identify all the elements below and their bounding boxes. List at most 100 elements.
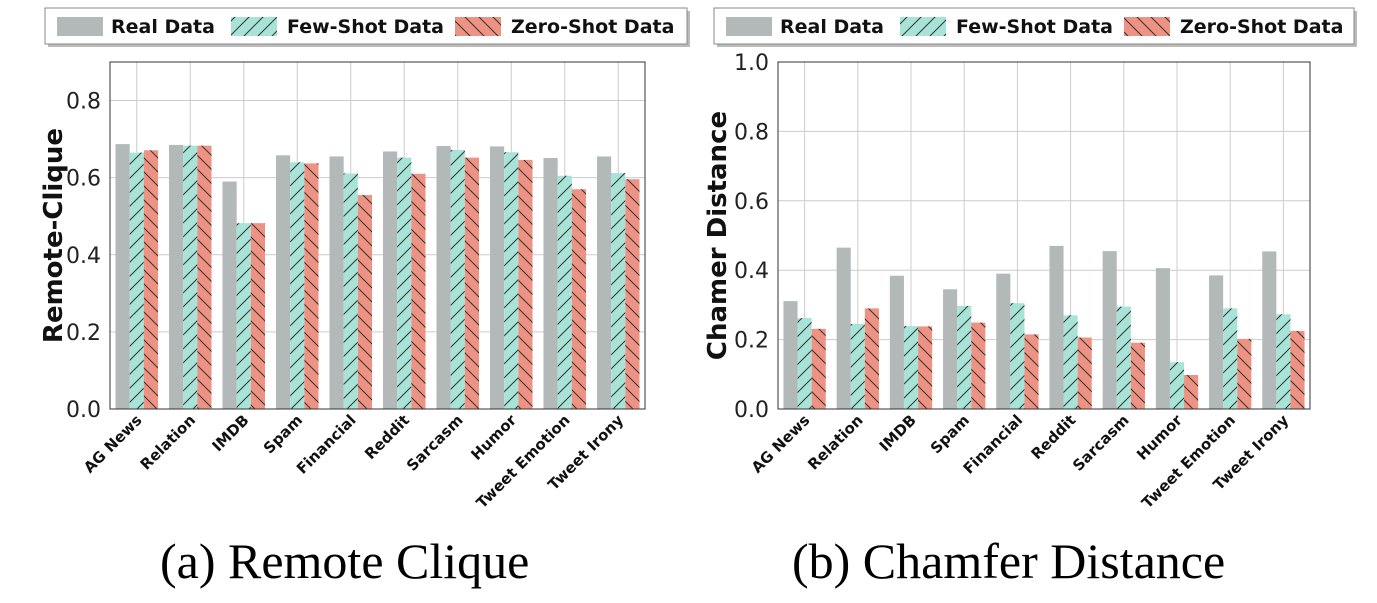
y-tick-label: 0.4 <box>734 259 769 284</box>
bar-hatch <box>504 152 519 409</box>
bar-hatch <box>236 223 251 409</box>
bar-hatch <box>811 328 826 409</box>
bar-real-data-imdb <box>222 181 237 409</box>
bar-hatch <box>957 305 972 409</box>
y-tick-label: 0.0 <box>734 398 769 423</box>
legend-label: Few-Shot Data <box>287 16 444 38</box>
bar-hatch <box>397 157 412 409</box>
bar-real-data-ag-news <box>783 301 798 409</box>
bar-real-data-tweet-emotion <box>543 158 558 409</box>
y-tick-label: 1.0 <box>734 51 769 76</box>
bar-real-data-tweet-emotion <box>1209 275 1224 409</box>
y-axis-label: Chamer Distance <box>703 111 733 360</box>
bar-hatch <box>1063 315 1078 409</box>
legend-label: Real Data <box>111 16 215 38</box>
y-tick-label: 0.6 <box>734 190 769 215</box>
legend-swatch-hatch <box>231 17 277 36</box>
bar-hatch <box>971 322 986 409</box>
bar-hatch <box>1010 303 1025 409</box>
bar-real-data-financial <box>329 156 344 409</box>
bar-real-data-financial <box>996 273 1011 409</box>
x-tick-label: Tweet Emotion <box>473 411 574 512</box>
bar-hatch <box>1077 337 1092 409</box>
bar-real-data-relation <box>168 144 184 409</box>
bar-hatch <box>343 173 358 409</box>
legend-swatch-hatch <box>455 17 501 36</box>
legend: Real Data Few-Shot Data Zero-Shot Data <box>44 7 690 47</box>
x-tick-label: Sarcasm <box>1069 411 1133 475</box>
bar-hatch <box>143 150 159 409</box>
x-tick-label: IMDB <box>208 411 252 455</box>
y-tick-label: 0.4 <box>66 244 101 269</box>
bar-hatch <box>1237 338 1252 409</box>
legend-box <box>44 7 688 45</box>
y-tick-label: 0.0 <box>66 398 101 423</box>
legend-label: Zero-Shot Data <box>511 16 674 38</box>
bar-hatch <box>1130 342 1145 409</box>
bar-hatch <box>250 223 266 409</box>
bar-real-data-sarcasm <box>436 146 451 409</box>
legend-swatch-hatch <box>1124 17 1170 36</box>
bar-real-data-tweet-irony <box>1262 251 1277 409</box>
x-tick-label: Reddit <box>1027 411 1079 463</box>
legend-label: Zero-Shot Data <box>1180 16 1343 38</box>
bar-hatch <box>611 173 626 409</box>
bar-hatch <box>304 163 319 409</box>
caption-chamfer-distance: (b) Chamfer Distance <box>792 533 1226 589</box>
bar-hatch <box>850 323 865 409</box>
y-tick-label: 0.6 <box>66 167 101 192</box>
x-tick-label: Sarcasm <box>403 411 467 475</box>
bar-hatch <box>1223 308 1238 409</box>
plot-frame <box>777 61 1311 410</box>
y-tick-label: 0.8 <box>734 120 769 145</box>
y-tick-label: 0.2 <box>66 321 101 346</box>
x-tick-label: IMDB <box>876 411 920 455</box>
x-tick-label: Reddit <box>361 411 413 463</box>
legend-box <box>713 7 1355 45</box>
bar-hatch <box>1276 314 1291 409</box>
bar-real-data-relation <box>836 247 851 409</box>
bar-hatch <box>918 326 933 409</box>
bar-hatch <box>518 159 533 409</box>
x-tick-label: Humor <box>1133 411 1186 464</box>
legend-label: Real Data <box>780 16 884 38</box>
y-axis-label: Remote-Clique <box>39 128 69 343</box>
bar-hatch <box>1184 374 1199 409</box>
bar-hatch <box>129 152 144 409</box>
bar-hatch <box>1116 306 1131 409</box>
bar-hatch <box>571 189 587 409</box>
bar-real-data-spam <box>275 155 291 409</box>
x-tick-label: Humor <box>467 411 520 464</box>
bar-hatch <box>903 326 919 409</box>
x-tick-label: Tweet Emotion <box>1138 411 1239 512</box>
bar-real-data-humor <box>489 146 505 410</box>
x-tick-label: Relation <box>804 411 866 473</box>
bar-hatch <box>290 162 305 409</box>
bar-hatch <box>1290 330 1305 409</box>
y-tick-label: 0.8 <box>66 90 101 115</box>
x-tick-label: Relation <box>137 411 199 473</box>
bar-real-data-reddit <box>382 151 398 409</box>
bar-hatch <box>1169 362 1185 409</box>
bar-hatch <box>625 179 640 409</box>
bar-real-data-ag-news <box>115 144 130 409</box>
bar-hatch <box>557 175 572 409</box>
bar-real-data-imdb <box>889 275 904 409</box>
caption-remote-clique: (a) Remote Clique <box>160 533 530 589</box>
bar-hatch <box>357 195 373 409</box>
bar-hatch <box>183 145 198 409</box>
y-tick-label: 0.2 <box>734 329 769 354</box>
bar-hatch <box>464 157 480 409</box>
bar-hatch <box>864 308 879 409</box>
x-tick-label: Spam <box>927 411 973 457</box>
bar-hatch <box>411 173 426 409</box>
legend: Real Data Few-Shot Data Zero-Shot Data <box>713 7 1357 47</box>
bar-real-data-humor <box>1155 268 1170 409</box>
legend-swatch-hatch <box>900 17 946 36</box>
bar-hatch <box>1024 334 1039 409</box>
bar-real-data-reddit <box>1049 245 1064 409</box>
legend-label: Few-Shot Data <box>956 16 1113 38</box>
